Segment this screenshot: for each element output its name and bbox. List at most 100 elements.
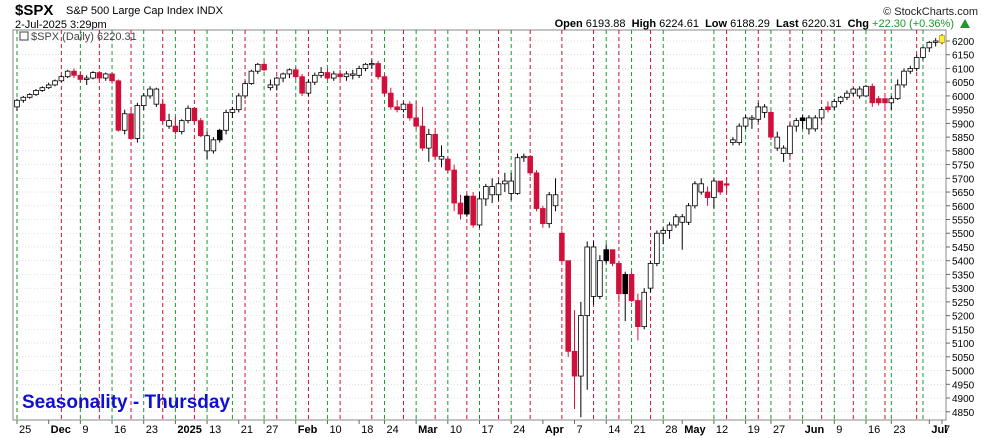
x-tick-label: 27 xyxy=(773,424,785,436)
y-tick-label: 5950 xyxy=(952,106,975,117)
candle-body xyxy=(311,74,318,83)
candle-body xyxy=(768,111,774,138)
x-tick-label: May xyxy=(684,424,706,436)
candle-body xyxy=(413,117,419,127)
y-tick-label: 5500 xyxy=(952,229,975,240)
candle-body xyxy=(533,172,540,209)
candle-body xyxy=(210,139,217,152)
last-value: 6220.31 xyxy=(801,18,842,30)
candle-body xyxy=(685,205,692,223)
candle-body xyxy=(121,113,128,131)
y-tick-label: 4950 xyxy=(952,380,975,391)
candle-body xyxy=(913,57,920,69)
y-tick-label: 4850 xyxy=(952,408,975,419)
x-tick-label: 16 xyxy=(114,424,126,436)
candle-body xyxy=(590,246,597,297)
candle-body xyxy=(647,263,654,289)
candle-body xyxy=(666,224,673,231)
candle-body xyxy=(837,96,844,102)
candle-body xyxy=(774,136,781,149)
candle-body xyxy=(261,63,267,71)
candle-body xyxy=(286,69,293,75)
candle-body xyxy=(318,72,324,76)
candle-body xyxy=(704,191,711,198)
candle-body xyxy=(939,35,945,44)
x-tick-label: 7 xyxy=(944,424,950,436)
chg-value: +22.30 (+0.36%) xyxy=(872,18,954,30)
candle-body xyxy=(83,77,90,80)
candle-body xyxy=(920,47,926,58)
candle-body xyxy=(14,99,20,108)
candle-body xyxy=(369,63,375,66)
candle-body xyxy=(77,74,84,80)
candle-body xyxy=(451,169,457,204)
candle-body xyxy=(761,106,768,113)
candle-body xyxy=(185,107,191,122)
candle-body xyxy=(343,73,350,78)
candle-body xyxy=(622,274,628,295)
candle-body xyxy=(102,73,109,79)
candle-body xyxy=(489,186,495,196)
candle-body xyxy=(216,129,223,141)
legend: $SPX (Daily) 6220.31 xyxy=(19,31,137,43)
y-tick-label: 6050 xyxy=(952,78,975,89)
candle-body xyxy=(128,113,134,139)
candle-body xyxy=(654,232,660,264)
candle-body xyxy=(470,195,476,226)
candle-body xyxy=(438,155,445,160)
candle-body xyxy=(58,76,65,82)
candle-body xyxy=(483,186,489,200)
y-tick-label: 5150 xyxy=(952,325,975,336)
candle-body xyxy=(546,194,552,225)
y-tick-label: 6100 xyxy=(952,64,975,75)
candle-body xyxy=(616,263,622,295)
x-axis: 25 Dec 9 16 23 2025 13 21 27 Feb 10 18 24 Mar 10 17 24 Ap… xyxy=(16,420,950,436)
candle-body xyxy=(305,81,312,94)
y-tick-label: 5200 xyxy=(952,312,975,323)
chg-label: Chg xyxy=(847,18,869,30)
y-tick-label: 5750 xyxy=(952,161,975,172)
candle-body xyxy=(521,155,527,159)
candle-body xyxy=(540,208,546,225)
x-tick-label: Feb xyxy=(298,424,318,436)
ohlc-readout: Open 6193.88 High 6224.61 Low 6188.29 La… xyxy=(555,18,954,30)
candle-body xyxy=(90,72,96,79)
candle-body xyxy=(324,72,331,79)
y-tick-label: 5550 xyxy=(952,216,975,227)
candle-body xyxy=(292,69,299,78)
x-tick-label: 13 xyxy=(209,424,221,436)
x-tick-label: Dec xyxy=(51,424,71,436)
brand-label: © StockCharts.com xyxy=(883,6,978,18)
y-tick-label: 5600 xyxy=(952,202,975,213)
y-tick-label: 5350 xyxy=(952,270,975,281)
symbol-label: $SPX xyxy=(15,2,54,19)
y-tick-label: 5450 xyxy=(952,243,975,254)
candle-body xyxy=(888,98,895,104)
candle-body xyxy=(578,315,584,377)
candle-body xyxy=(356,68,362,76)
candle-body xyxy=(856,88,863,97)
candle-body xyxy=(476,198,483,226)
x-tick-label: 18 xyxy=(361,424,373,436)
candle-body xyxy=(331,73,337,79)
last-label: Last xyxy=(776,18,799,30)
y-tick-label: 6000 xyxy=(952,92,975,103)
candle-body xyxy=(407,103,413,119)
candle-body xyxy=(660,230,667,234)
candle-body xyxy=(20,96,27,101)
candle-body xyxy=(362,63,369,69)
candle-body xyxy=(337,73,343,78)
candle-body xyxy=(793,120,800,127)
candle-body xyxy=(641,291,648,328)
y-tick-label: 5900 xyxy=(952,119,975,130)
candle-body xyxy=(400,103,407,111)
candle-body xyxy=(508,180,514,194)
y-tick-label: 5650 xyxy=(952,188,975,199)
y-tick-label: 5400 xyxy=(952,257,975,268)
candle-body xyxy=(780,147,787,154)
candle-body xyxy=(818,109,825,119)
candle-body xyxy=(197,120,204,137)
candle-body xyxy=(711,180,717,198)
legend-icon xyxy=(19,31,29,41)
